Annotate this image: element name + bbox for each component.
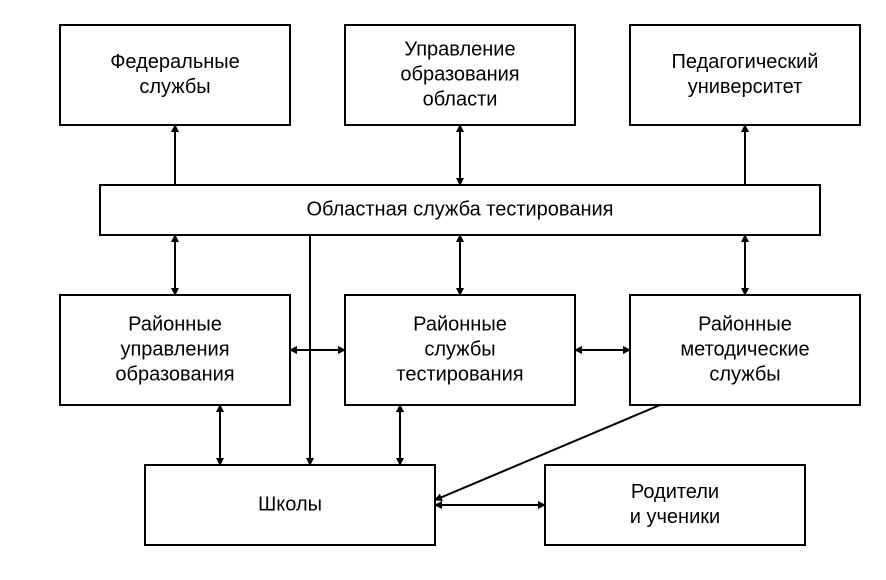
node-raion_test: Районные службы тестирования — [345, 295, 575, 405]
node-obl: Областная служба тестирования — [100, 185, 820, 235]
node-label: и ученики — [630, 506, 720, 528]
node-raion_upr: Районные управления образования — [60, 295, 290, 405]
node-label: образования — [400, 63, 519, 85]
node-label: методические — [680, 338, 809, 360]
node-label: тестирования — [396, 363, 523, 385]
node-label: Школы — [258, 493, 322, 515]
node-label: Районные — [128, 313, 222, 335]
node-label: университет — [688, 76, 803, 98]
node-parents: Родители и ученики — [545, 465, 805, 545]
node-label: управления — [120, 338, 229, 360]
node-schools: Школы — [145, 465, 435, 545]
node-raion_met: Районные методические службы — [630, 295, 860, 405]
node-label: Управление — [404, 38, 515, 60]
node-label: Педагогический — [672, 51, 819, 73]
node-label: Областная служба тестирования — [306, 198, 613, 220]
node-label: Районные — [698, 313, 792, 335]
node-label: Федеральные — [110, 51, 240, 73]
node-federal: Федеральные службы — [60, 25, 290, 125]
node-label: Районные — [413, 313, 507, 335]
node-label: образования — [115, 363, 234, 385]
node-label: службы — [424, 338, 495, 360]
node-peduniv: Педагогический университет — [630, 25, 860, 125]
node-label: области — [423, 88, 498, 110]
node-label: службы — [709, 363, 780, 385]
node-label: службы — [139, 76, 210, 98]
node-label: Родители — [631, 481, 719, 503]
node-upravl: Управление образования области — [345, 25, 575, 125]
